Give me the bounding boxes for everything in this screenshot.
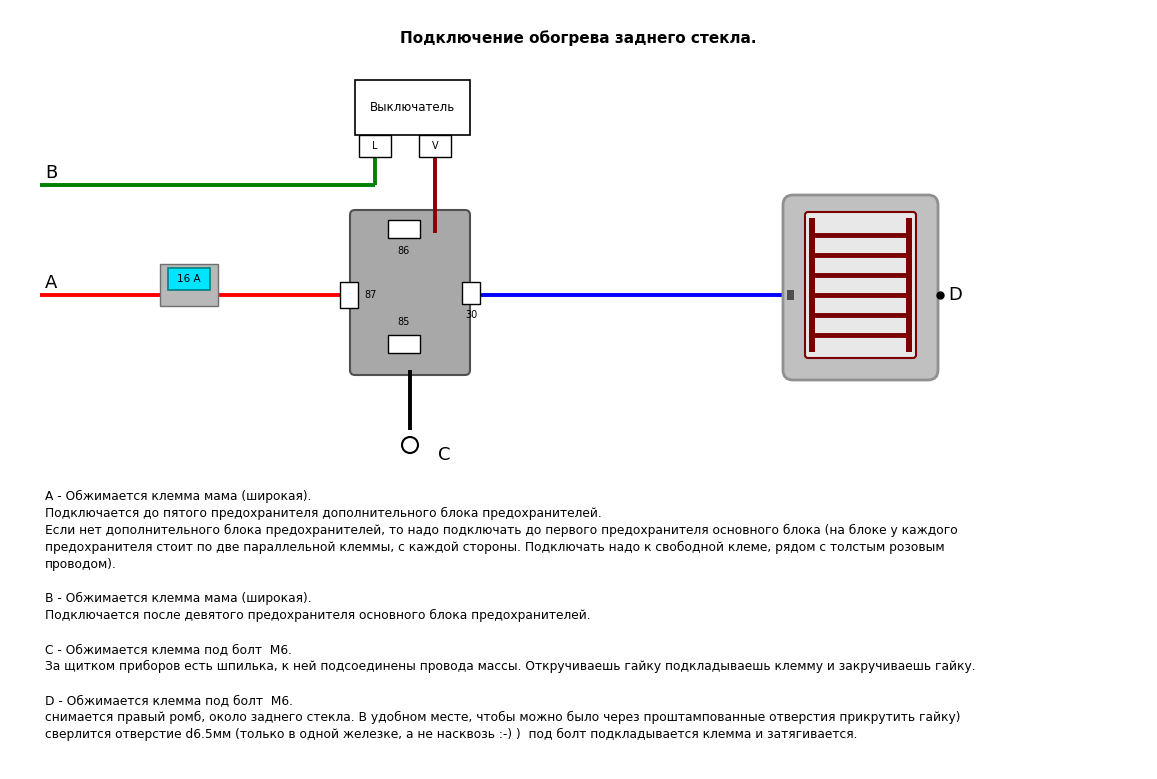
Bar (388, 335, 420, 353)
Text: В - Обжимается клемма мама (широкая).: В - Обжимается клемма мама (широкая). (45, 592, 311, 605)
Text: L: L (373, 141, 377, 151)
Text: 30: 30 (465, 310, 477, 320)
Text: Если нет дополнительного блока предохранителей, то надо подключать до первого пр: Если нет дополнительного блока предохран… (45, 524, 958, 537)
Text: сверлится отверстие d6.5мм (только в одной железке, а не насквозь :-) )  под бол: сверлится отверстие d6.5мм (только в одн… (45, 728, 857, 741)
Text: A: A (45, 274, 58, 292)
Text: проводом).: проводом). (45, 558, 117, 571)
Text: Подключается после девятого предохранителя основного блока предохранителей.: Подключается после девятого предохраните… (45, 609, 590, 622)
Bar (809, 218, 815, 352)
Text: снимается правый ромб, около заднего стекла. В удобном месте, чтобы можно было ч: снимается правый ромб, около заднего сте… (45, 711, 960, 724)
Text: предохранителя стоит по две параллельной клеммы, с каждой стороны. Подключать на: предохранителя стоит по две параллельной… (45, 541, 944, 554)
Bar (168, 268, 211, 290)
Bar (340, 282, 358, 308)
Text: Подключение обогрева заднего стекла.: Подключение обогрева заднего стекла. (400, 30, 757, 46)
Text: 16 A: 16 A (177, 274, 201, 284)
Text: С - Обжимается клемма под болт  М6.: С - Обжимается клемма под болт М6. (45, 643, 292, 656)
FancyBboxPatch shape (805, 212, 916, 358)
Text: А - Обжимается клемма мама (широкая).: А - Обжимается клемма мама (широкая). (45, 490, 311, 503)
Bar (462, 282, 480, 304)
Bar (419, 135, 451, 157)
FancyBboxPatch shape (783, 195, 938, 380)
Text: 87: 87 (364, 290, 376, 300)
Text: D - Обжимается клемма под болт  М6.: D - Обжимается клемма под болт М6. (45, 694, 293, 707)
Text: 86: 86 (398, 246, 410, 256)
Bar (160, 264, 218, 306)
Text: 85: 85 (398, 317, 411, 327)
Text: Выключатель: Выключатель (370, 101, 455, 114)
Text: D: D (948, 286, 961, 304)
Bar (355, 80, 470, 135)
Text: Подключается до пятого предохранителя дополнительного блока предохранителей.: Подключается до пятого предохранителя до… (45, 507, 602, 520)
FancyBboxPatch shape (351, 210, 470, 375)
Text: За щитком приборов есть шпилька, к ней подсоединены провода массы. Откручиваешь : За щитком приборов есть шпилька, к ней п… (45, 660, 975, 673)
Text: V: V (432, 141, 439, 151)
Text: B: B (45, 164, 57, 182)
Bar (388, 220, 420, 238)
Bar (359, 135, 391, 157)
Bar (906, 218, 912, 352)
Text: C: C (439, 446, 450, 464)
Bar (787, 290, 794, 300)
